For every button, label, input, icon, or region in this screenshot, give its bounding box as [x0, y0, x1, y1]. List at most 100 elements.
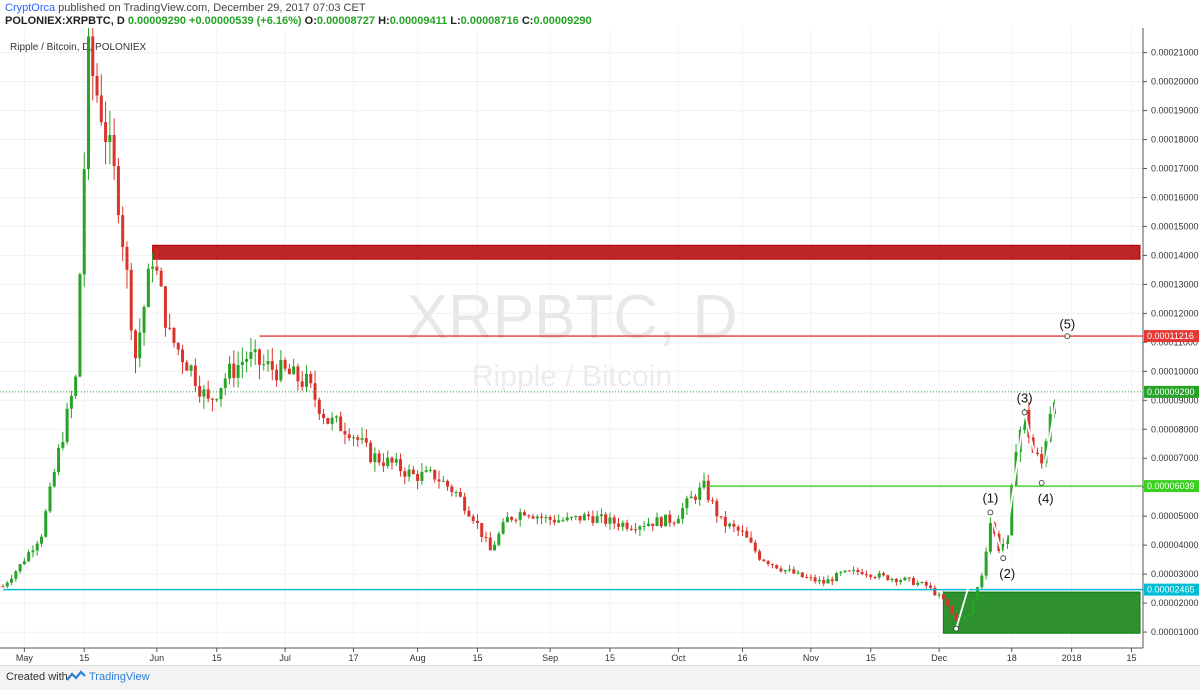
y-tick-label: 0.00003000: [1151, 569, 1199, 579]
candle-body: [168, 327, 172, 329]
candle-body: [65, 408, 69, 442]
candle-body: [1027, 409, 1031, 438]
candle-body: [493, 544, 497, 551]
candle-body: [31, 550, 35, 553]
candle-body: [475, 520, 479, 524]
candle-body: [518, 512, 522, 520]
candle-body: [44, 511, 48, 537]
candle-body: [711, 500, 715, 502]
candle-body: [762, 559, 766, 562]
candle-body: [608, 517, 612, 524]
y-tick-label: 0.00011000: [1151, 337, 1198, 347]
tradingview-brand[interactable]: TradingView: [89, 671, 150, 683]
candle-body: [843, 570, 847, 573]
publish-info: published on TradingView.com, December 2…: [55, 2, 366, 14]
wave-point: [987, 509, 994, 516]
candle-body: [745, 531, 749, 538]
candle-body: [864, 574, 868, 576]
candle-body: [779, 568, 783, 572]
candle-body: [185, 362, 189, 371]
candle-body: [86, 36, 90, 170]
candle-body: [698, 487, 702, 500]
y-tick-label: 0.00012000: [1151, 308, 1199, 318]
candle-body: [151, 266, 155, 269]
wave-label: (3): [1017, 390, 1033, 405]
candle-body: [894, 578, 898, 583]
close-value: 0.00009290: [533, 15, 592, 27]
candle-body: [343, 430, 347, 435]
candle-body: [1, 586, 5, 588]
candle-body: [95, 76, 99, 96]
candle-body: [617, 523, 621, 527]
y-tick-label: 0.00010000: [1151, 366, 1199, 376]
candle-body: [104, 122, 108, 143]
candle-body: [399, 459, 403, 472]
y-tick-label: 0.00007000: [1151, 453, 1199, 463]
candle-body: [706, 480, 710, 501]
candle-body: [933, 587, 937, 596]
candle-body: [134, 330, 138, 359]
candle-body: [441, 480, 445, 482]
candle-body: [121, 215, 125, 247]
time-axis[interactable]: May 15 Jun 15 Jul 17 Aug 15 Sep 15 Oct 16 Nov 15 Dec 18…: [16, 648, 1137, 663]
candle-body: [202, 389, 206, 397]
x-tick-label: Sep: [542, 653, 558, 663]
candle-body: [882, 573, 886, 576]
x-tick-label: 16: [737, 653, 747, 663]
wave-point: [1038, 479, 1045, 486]
candle-body: [369, 442, 373, 463]
candle-body: [809, 577, 813, 579]
candle-body: [792, 569, 796, 574]
wave-path: [955, 336, 1069, 629]
candle-body: [471, 516, 475, 521]
candle-body: [18, 564, 22, 572]
candle-body: [839, 572, 843, 574]
candle-body: [467, 510, 471, 517]
candle-body: [642, 525, 646, 527]
candle-body: [163, 286, 167, 328]
price-tag-label: 0.00009290: [1147, 387, 1195, 397]
x-tick-label: Jun: [150, 653, 165, 663]
candle-body: [886, 575, 890, 581]
candle-body: [228, 363, 232, 379]
candle-body: [35, 543, 39, 551]
candle-body: [189, 365, 193, 371]
candle-body: [1035, 452, 1039, 454]
price-tag: [1144, 330, 1199, 343]
candle-body: [501, 522, 505, 534]
price-chart[interactable]: XRPBTC, D Ripple / Bitcoin Ripple / Bitc…: [0, 28, 1200, 665]
candle-body: [522, 512, 526, 516]
candle-body: [352, 437, 355, 439]
y-tick-label: 0.00001000: [1151, 627, 1199, 637]
y-tick-label: 0.00014000: [1151, 250, 1199, 260]
wave-point: [953, 625, 960, 632]
candle-body: [595, 516, 599, 523]
candle-body: [27, 552, 31, 562]
candle-body: [655, 517, 659, 527]
wave-point: [1064, 333, 1071, 340]
candle-body: [424, 470, 428, 472]
candle-body: [830, 579, 834, 582]
candle-body: [514, 519, 518, 521]
candle-body: [634, 529, 638, 531]
candle-body: [458, 492, 462, 497]
watermark-symbol: XRPBTC, D: [407, 283, 738, 352]
author-link[interactable]: CryptOrca: [5, 2, 56, 14]
y-tick-label: 0.00009000: [1151, 395, 1199, 405]
candle-body: [142, 307, 146, 333]
candle-body: [488, 537, 492, 551]
candle-body: [377, 453, 381, 463]
candle-body: [249, 352, 253, 359]
x-tick-label: May: [16, 653, 34, 663]
candle-body: [322, 413, 326, 418]
candle-body: [817, 580, 821, 582]
candle-body: [129, 269, 133, 331]
candle-body: [946, 599, 950, 606]
candle-body: [758, 551, 762, 560]
candle-body: [283, 359, 287, 369]
wave-label: (2): [999, 566, 1015, 581]
candle-body: [796, 572, 800, 574]
candle-body: [958, 619, 962, 621]
price-axis[interactable]: 0.00001000 0.00002000 0.00003000 0.00004000…: [1143, 48, 1199, 637]
wave-annotation: (1) (2) (3) (4) (5): [953, 316, 1075, 632]
